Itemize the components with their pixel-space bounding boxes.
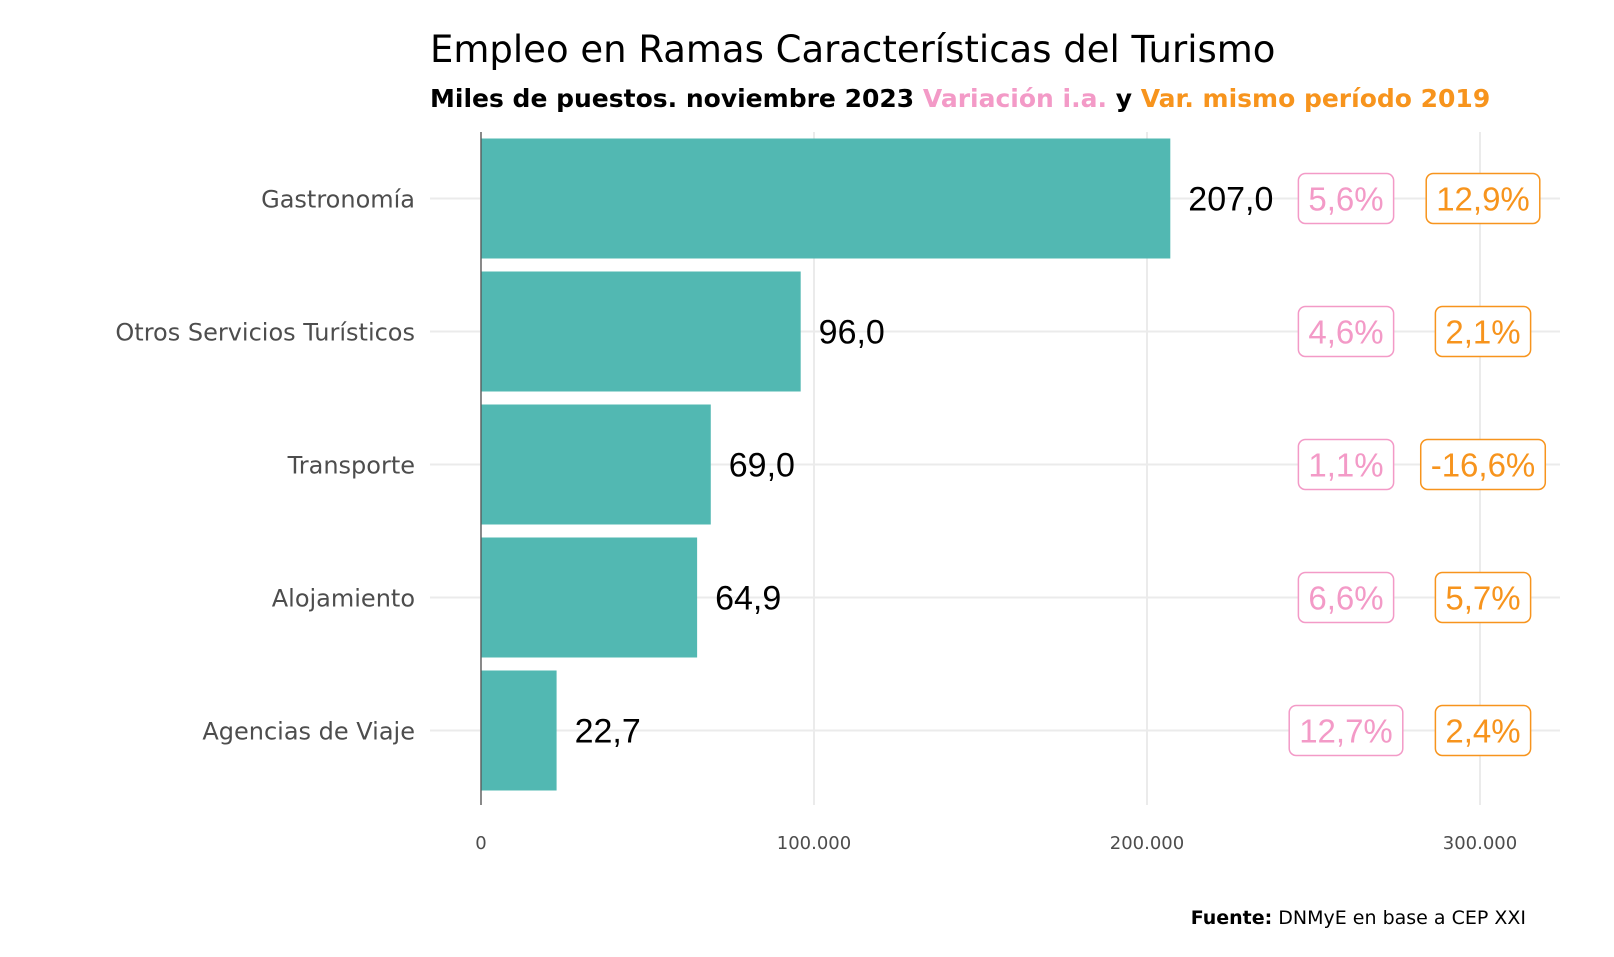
x-tick-label: 0 <box>475 833 486 854</box>
variation-labels: 5,6% 12,9% 4,6% 2,1% 1,1% -16,6% 6,6% 5,7% 12,7%… <box>1288 172 1547 757</box>
source-label: Fuente: <box>1191 907 1273 929</box>
var-2019-label: 2,4% <box>1445 713 1520 750</box>
bar <box>481 404 711 525</box>
category-label: Alojamiento <box>272 585 415 613</box>
var-2019-box <box>1425 172 1541 225</box>
bar <box>481 138 1171 259</box>
bar <box>481 537 698 658</box>
var-ia-label: 1,1% <box>1308 447 1383 484</box>
category-label: Otros Servicios Turísticos <box>115 319 415 347</box>
var-2019-label: 12,9% <box>1436 181 1530 218</box>
category-labels: Gastronomía Otros Servicios Turísticos Tra… <box>115 186 415 746</box>
bar-value-label: 22,7 <box>575 713 641 751</box>
bar <box>481 670 557 791</box>
bar-value-label: 96,0 <box>819 314 885 352</box>
var-2019-box <box>1434 704 1532 757</box>
bar <box>481 271 801 392</box>
source-note: Fuente: DNMyE en base a CEP XXI <box>1191 907 1526 929</box>
x-tick-labels: 0 100.000 200.000 300.000 <box>475 833 1517 854</box>
var-ia-box <box>1297 172 1395 225</box>
subtitle-var-2019: Var. mismo período 2019 <box>1141 84 1491 113</box>
var-ia-box <box>1297 571 1395 624</box>
subtitle-connector: y <box>1107 84 1141 113</box>
var-ia-box <box>1297 305 1395 358</box>
value-labels: 207,0 96,0 69,0 64,9 22,7 <box>575 181 1274 751</box>
chart-title: Empleo en Ramas Características del Turi… <box>430 28 1275 71</box>
var-ia-box <box>1297 438 1395 491</box>
var-2019-label: -16,6% <box>1431 447 1536 484</box>
var-ia-label: 12,7% <box>1299 713 1393 750</box>
x-tick-label: 100.000 <box>777 833 851 854</box>
var-2019-label: 5,7% <box>1445 580 1520 617</box>
chart-subtitle: Miles de puestos. noviembre 2023 Variaci… <box>430 84 1490 113</box>
bars <box>481 138 1171 791</box>
var-ia-box <box>1288 704 1404 757</box>
bar-value-label: 69,0 <box>729 447 795 485</box>
var-2019-box <box>1419 438 1547 491</box>
subtitle-var-ia: Variación i.a. <box>923 84 1107 113</box>
var-ia-label: 6,6% <box>1308 580 1383 617</box>
source-text: DNMyE en base a CEP XXI <box>1272 907 1526 929</box>
x-tick-label: 300.000 <box>1443 833 1517 854</box>
category-label: Transporte <box>287 452 415 480</box>
bar-value-label: 207,0 <box>1188 181 1273 219</box>
var-2019-label: 2,1% <box>1445 314 1520 351</box>
var-ia-label: 5,6% <box>1308 181 1383 218</box>
bar-value-label: 64,9 <box>715 580 781 618</box>
var-2019-box <box>1434 571 1532 624</box>
x-tick-label: 200.000 <box>1110 833 1184 854</box>
var-ia-label: 4,6% <box>1308 314 1383 351</box>
subtitle-main: Miles de puestos. noviembre 2023 <box>430 84 923 113</box>
category-label: Gastronomía <box>261 186 415 214</box>
category-label: Agencias de Viaje <box>202 718 415 746</box>
var-2019-box <box>1434 305 1532 358</box>
